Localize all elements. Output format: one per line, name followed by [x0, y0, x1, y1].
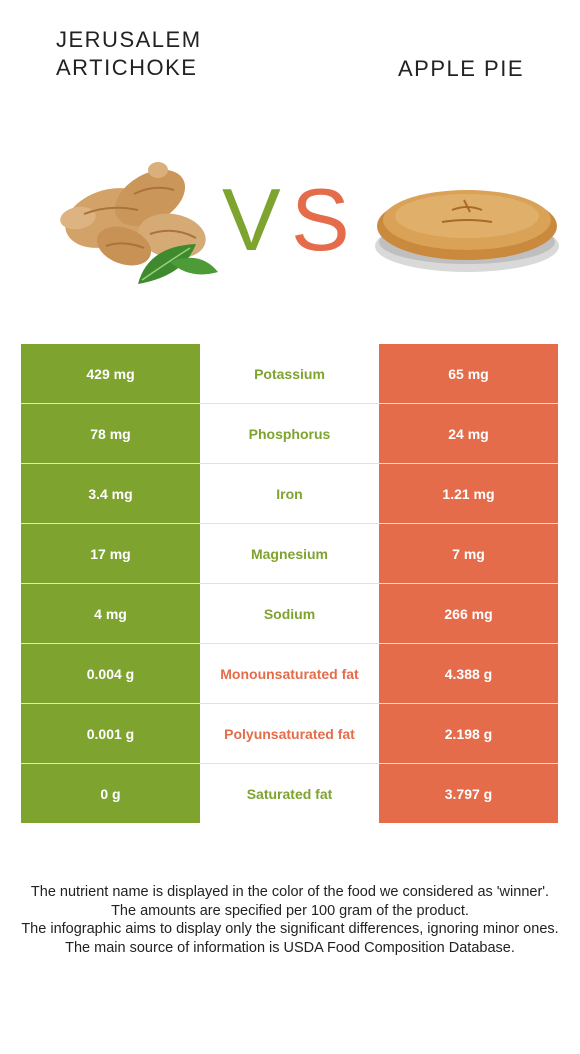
jerusalem-artichoke-image — [60, 162, 218, 284]
footnote-line: The nutrient name is displayed in the co… — [30, 884, 550, 900]
footnote-line: The main source of information is USDA F… — [65, 939, 515, 956]
left-value: 0.004 g — [21, 643, 200, 704]
left-value: 3.4 mg — [21, 463, 200, 524]
apple-pie-image — [375, 190, 559, 272]
leaf-shape — [138, 244, 218, 284]
nutrient-name: Saturated fat — [200, 763, 379, 823]
nutrient-name: Magnesium — [200, 523, 379, 584]
table-row: 3.4 mg Iron 1.21 mg — [21, 463, 558, 524]
nutrient-name: Potassium — [200, 344, 379, 404]
right-value: 266 mg — [379, 583, 558, 644]
right-value: 65 mg — [379, 344, 558, 404]
right-value: 24 mg — [379, 403, 558, 464]
nutrient-name: Polyunsaturated fat — [200, 703, 379, 764]
left-value: 4 mg — [21, 583, 200, 644]
nutrient-name: Phosphorus — [200, 403, 379, 464]
left-value: 0 g — [21, 763, 200, 823]
vs-letter-s: S — [291, 170, 350, 269]
footnotes: The nutrient name is displayed in the co… — [20, 883, 560, 957]
table-row: 0.004 g Monounsaturated fat 4.388 g — [21, 643, 558, 704]
right-value: 2.198 g — [379, 703, 558, 764]
footnote-line: The infographic aims to display only the… — [21, 921, 559, 937]
footnote-line: The amounts are specified per 100 gram o… — [111, 902, 469, 919]
right-value: 3.797 g — [379, 763, 558, 823]
table-row: 0 g Saturated fat 3.797 g — [21, 763, 558, 823]
nutrient-name: Sodium — [200, 583, 379, 644]
right-value: 7 mg — [379, 523, 558, 584]
artichoke-tuber-shape — [60, 162, 206, 266]
left-value: 0.001 g — [21, 703, 200, 764]
nutrient-comparison-table: 429 mg Potassium 65 mg 78 mg Phosphorus 24 mg… — [21, 344, 558, 823]
left-value: 429 mg — [21, 344, 200, 404]
vs-letter-v: V — [222, 170, 281, 269]
table-row: 17 mg Magnesium 7 mg — [21, 523, 558, 584]
right-value: 4.388 g — [379, 643, 558, 704]
table-row: 4 mg Sodium 266 mg — [21, 583, 558, 644]
left-value: 17 mg — [21, 523, 200, 584]
right-food-title: APPLE PIE — [398, 56, 525, 81]
table-row: 78 mg Phosphorus 24 mg — [21, 403, 558, 464]
left-food-title: JERUSALEM ARTICHOKE — [56, 27, 202, 80]
right-value: 1.21 mg — [379, 463, 558, 524]
nutrient-name: Monounsaturated fat — [200, 643, 379, 704]
table-row: 429 mg Potassium 65 mg — [21, 344, 558, 404]
table-row: 0.001 g Polyunsaturated fat 2.198 g — [21, 703, 558, 764]
left-value: 78 mg — [21, 403, 200, 464]
nutrient-name: Iron — [200, 463, 379, 524]
